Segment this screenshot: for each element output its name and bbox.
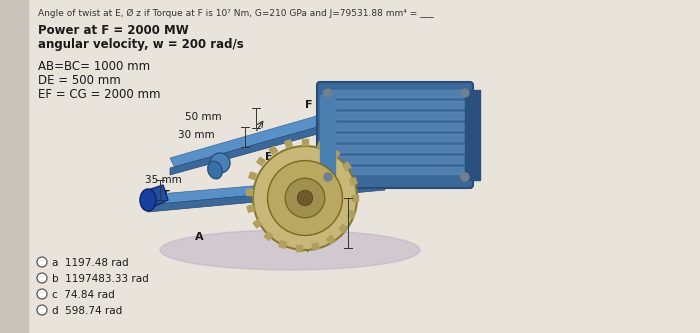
Text: b  1197483.33 rad: b 1197483.33 rad [52, 274, 148, 284]
Bar [323, 90, 467, 97]
Text: Power at F = 2000 MW: Power at F = 2000 MW [38, 24, 189, 37]
Bar [285, 140, 293, 148]
Circle shape [298, 190, 313, 206]
Text: 50 mm: 50 mm [185, 112, 222, 122]
Bar [248, 172, 256, 179]
Bar [465, 90, 480, 180]
Text: C: C [318, 196, 326, 206]
Text: Angle of twist at E, Ø z if Torque at F is 10⁷ Nm, G=210 GPa and J=79531.88 mm⁴ : Angle of twist at E, Ø z if Torque at F … [38, 9, 433, 18]
Circle shape [210, 153, 230, 173]
Text: d  598.74 rad: d 598.74 rad [52, 306, 122, 316]
Ellipse shape [208, 161, 223, 179]
Polygon shape [350, 168, 440, 182]
Circle shape [461, 89, 469, 97]
Text: F: F [305, 100, 312, 110]
Bar [323, 112, 467, 119]
Bar [253, 219, 262, 228]
Bar [348, 210, 356, 218]
Bar [352, 195, 358, 201]
Text: 125 mm: 125 mm [345, 175, 389, 185]
Circle shape [37, 305, 47, 315]
Text: EF = CG = 2000 mm: EF = CG = 2000 mm [38, 88, 160, 101]
Bar [318, 142, 325, 149]
Circle shape [324, 173, 332, 181]
Ellipse shape [160, 230, 420, 270]
Text: B: B [275, 208, 284, 218]
Bar [342, 162, 351, 170]
Bar [323, 145, 467, 152]
Text: c  74.84 rad: c 74.84 rad [52, 290, 115, 300]
FancyBboxPatch shape [317, 82, 473, 188]
Text: AB=BC= 1000 mm: AB=BC= 1000 mm [38, 60, 150, 73]
Text: angular velocity, w = 200 rad/s: angular velocity, w = 200 rad/s [38, 38, 244, 51]
Text: G: G [375, 142, 384, 152]
Text: E: E [265, 152, 272, 162]
Circle shape [253, 146, 357, 250]
Circle shape [37, 257, 47, 267]
Circle shape [37, 273, 47, 283]
Bar [247, 205, 254, 212]
Bar [246, 189, 252, 195]
Text: DE = 500 mm: DE = 500 mm [38, 74, 120, 87]
Bar [0, 0, 28, 333]
Bar [269, 146, 277, 155]
Bar [279, 241, 286, 248]
Polygon shape [170, 125, 325, 175]
Bar [323, 134, 467, 141]
Bar [264, 232, 272, 240]
Bar [296, 245, 302, 251]
Circle shape [324, 89, 332, 97]
Bar [312, 242, 319, 250]
Text: A: A [195, 232, 204, 242]
Bar [302, 139, 308, 145]
Circle shape [37, 289, 47, 299]
Text: 35 mm: 35 mm [145, 175, 182, 185]
Circle shape [285, 178, 325, 218]
Text: a  1197.48 rad: a 1197.48 rad [52, 258, 129, 268]
Bar [339, 224, 347, 233]
Bar [323, 123, 467, 130]
Text: D: D [210, 155, 219, 165]
Polygon shape [148, 183, 385, 212]
Bar [323, 156, 467, 163]
Circle shape [267, 161, 342, 235]
Polygon shape [148, 175, 385, 205]
Polygon shape [170, 115, 325, 168]
Bar [257, 157, 265, 166]
Ellipse shape [140, 189, 156, 211]
Bar [323, 101, 467, 108]
Text: T: T [162, 190, 169, 200]
Polygon shape [148, 185, 168, 207]
Bar [349, 178, 357, 185]
Bar [331, 150, 340, 158]
Text: 30 mm: 30 mm [178, 130, 215, 140]
Bar [323, 167, 467, 174]
Circle shape [461, 173, 469, 181]
Bar [320, 95, 335, 175]
Bar [326, 235, 335, 244]
